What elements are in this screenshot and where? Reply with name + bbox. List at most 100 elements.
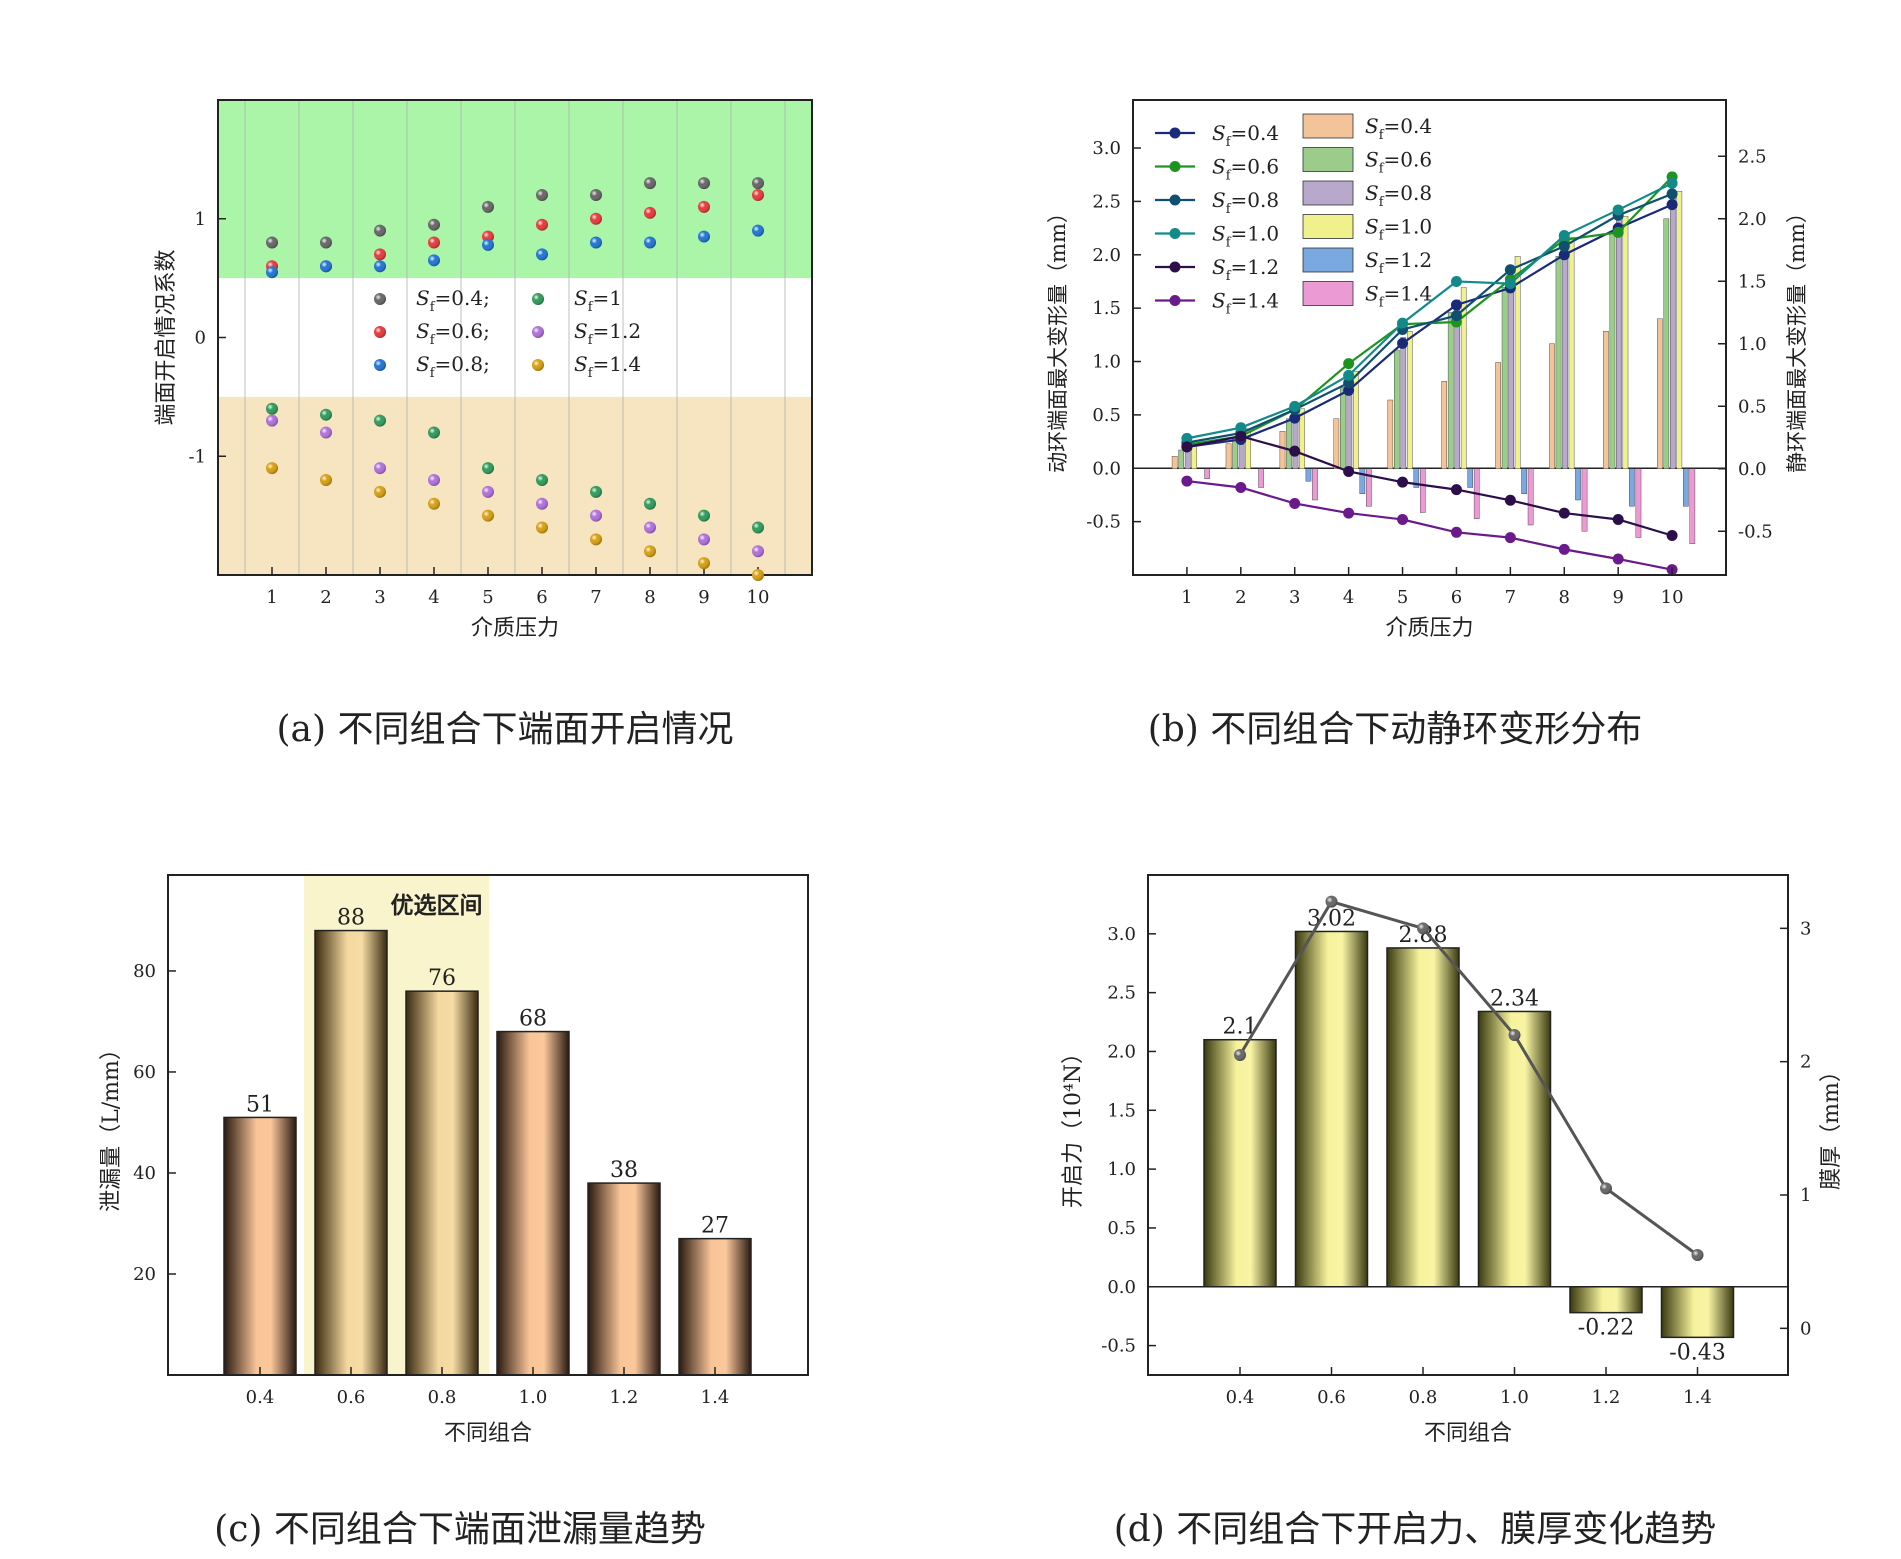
chart-b-xtick-label: 1 <box>1181 587 1192 608</box>
chart-b-line <box>1186 182 1673 440</box>
chart-a-point-shine <box>752 521 764 534</box>
chart-b-bar <box>1521 468 1527 494</box>
chart-d-thickness-point-shine <box>1691 1249 1704 1261</box>
chart-b-ytick-label: 2.5 <box>1092 191 1121 212</box>
chart-d-ylabel: 开启力（10⁴N） <box>1061 1042 1086 1208</box>
chart-c-ylabel: 泄漏量（L/mm） <box>99 1038 124 1212</box>
chart-b-bar <box>1406 331 1413 469</box>
chart-a-legend-label: Sf=1 <box>574 286 622 315</box>
chart-b-bar <box>1616 218 1622 469</box>
chart-a-point-shine <box>374 485 386 498</box>
chart-c-frame <box>167 874 809 1376</box>
chart-a-point-shine <box>482 230 494 243</box>
chart-b-legend-bar-label: Sf=1.0 <box>1365 215 1432 244</box>
chart-b-bar <box>1366 468 1372 507</box>
chart-d-data-label: -0.22 <box>1578 1316 1634 1341</box>
chart-b-line-point <box>1558 230 1570 242</box>
chart-b-line-point <box>1397 513 1409 525</box>
chart-b-y2label: 静环端面最大变形量（mm） <box>1785 202 1809 473</box>
chart-c-ytick-label: 40 <box>133 1163 156 1184</box>
chart-a-point-shine <box>266 402 278 415</box>
chart-b-line-point <box>1397 476 1409 488</box>
chart-a-point-shine <box>644 521 656 534</box>
chart-b-bar <box>1603 331 1609 469</box>
chart-a-point-shine <box>266 236 278 249</box>
chart-b-xtick-label: 10 <box>1661 587 1684 608</box>
caption-a: (a) 不同组合下端面开启情况 <box>276 709 734 750</box>
chart-d-xtick-label: 0.8 <box>1409 1387 1438 1408</box>
chart-a-point-shine <box>428 218 440 231</box>
chart-a-point-shine <box>590 189 602 201</box>
chart-d-bar <box>1569 1286 1643 1314</box>
chart-b-line-point <box>1666 188 1678 200</box>
chart-b-bar <box>1171 456 1178 469</box>
chart-b-bar <box>1359 468 1366 494</box>
chart-b-legend-line-label: Sf=1.0 <box>1212 222 1279 251</box>
chart-b-legend-line-marker <box>1169 228 1181 239</box>
chart-b-bar <box>1575 468 1581 501</box>
chart-b-bar <box>1622 216 1629 469</box>
chart-a-point-shine <box>590 485 602 498</box>
chart-b-bar <box>1514 256 1521 469</box>
chart-b-legend-line-marker <box>1169 127 1181 139</box>
chart-a-legend-label: Sf=0.4; <box>416 286 490 315</box>
chart-b-bar <box>1340 387 1346 469</box>
chart-d-xtick-label: 1.4 <box>1683 1387 1712 1408</box>
chart-a-point-shine <box>536 218 548 231</box>
chart-a-point-shine <box>428 426 440 439</box>
chart-b-bar <box>1353 371 1359 469</box>
chart-b-line-point <box>1612 204 1624 216</box>
chart-d-ytick-label: 2.0 <box>1107 1041 1136 1062</box>
chart-c-bar <box>496 1030 570 1376</box>
chart-b-legend-line-marker <box>1169 295 1181 306</box>
chart-b-legend-line-label: Sf=0.8 <box>1212 188 1279 217</box>
chart-b-bar <box>1312 468 1318 501</box>
chart-d-ytick-label: -0.5 <box>1101 1336 1136 1357</box>
chart-c-bar <box>314 929 388 1376</box>
chart-a-point-shine <box>374 248 386 261</box>
chart-d-xtick-label: 0.6 <box>1317 1387 1346 1408</box>
chart-b-bar <box>1305 468 1312 482</box>
chart-b-bar <box>1501 287 1508 469</box>
chart-b-ytick-label: 3.0 <box>1092 138 1121 159</box>
chart-b-bar <box>1683 468 1689 507</box>
chart-b-line-point <box>1450 526 1462 538</box>
chart-b-line-point <box>1612 553 1624 565</box>
chart-d-bar <box>1386 947 1460 1288</box>
chart-c-xtick-label: 1.2 <box>610 1387 639 1408</box>
caption-c: (c) 不同组合下端面泄漏量趋势 <box>214 1509 706 1550</box>
chart-b-bar <box>1657 318 1663 469</box>
chart-b-line-point <box>1235 430 1247 442</box>
chart-b-legend-bar <box>1302 147 1354 172</box>
chart-a-legend-marker-shine <box>374 359 386 371</box>
chart-a-point-shine <box>482 238 494 251</box>
chart-a-point-shine <box>428 254 440 267</box>
chart-b-bar <box>1413 468 1420 488</box>
chart-b-line-point <box>1181 432 1193 444</box>
chart-a-xtick-label: 7 <box>590 587 601 608</box>
chart-a-point-shine <box>320 236 332 249</box>
chart-a-point-shine <box>590 236 602 249</box>
chart-a-point-shine <box>590 509 602 522</box>
chart-d-y2tick-label: 3 <box>1800 918 1811 939</box>
chart-b-line <box>1186 479 1673 571</box>
chart-b-bar <box>1508 274 1514 469</box>
chart-c-data-label: 51 <box>246 1092 274 1117</box>
chart-a-point-shine <box>590 212 602 225</box>
chart-c-bar <box>405 990 479 1376</box>
chart-b-legend-bar-label: Sf=0.6 <box>1365 148 1432 177</box>
chart-b-xtick-label: 9 <box>1612 587 1623 608</box>
chart-a-point-shine <box>698 200 710 213</box>
chart-b-bar <box>1419 468 1426 513</box>
chart-b-frame <box>1132 99 1727 576</box>
chart-b-line-point <box>1181 441 1193 453</box>
chart-b-line-point <box>1558 240 1570 252</box>
chart-c-ytick-label: 80 <box>133 961 156 982</box>
chart-a-point-shine <box>644 545 656 558</box>
chart-b-legend-line-marker <box>1169 261 1181 273</box>
chart-a-point-shine <box>428 497 440 510</box>
chart-a-point-shine <box>482 462 494 475</box>
chart-a-ytick-label: 1 <box>195 209 206 230</box>
chart-b-legend-line-label: Sf=1.2 <box>1212 255 1279 284</box>
chart-a-legend-marker-shine <box>532 359 544 371</box>
